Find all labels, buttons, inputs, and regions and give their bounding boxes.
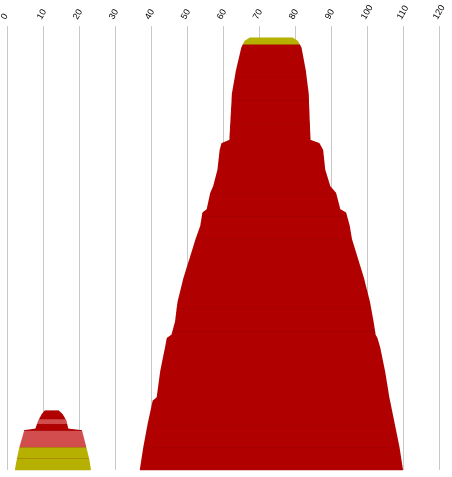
- shape-2: [14, 410, 91, 471]
- band-1-3: [147, 400, 395, 425]
- x-tick-label: 110: [395, 4, 411, 21]
- band-1-5: [159, 354, 387, 378]
- band-1-13: [210, 169, 337, 194]
- band-2-4: [24, 423, 82, 431]
- band-2-6: [38, 410, 66, 420]
- x-tick-label: 10: [35, 7, 49, 21]
- band-1-1: [139, 446, 404, 471]
- x-tick-label: 80: [287, 7, 301, 21]
- band-2-1: [14, 458, 91, 471]
- band-1-14: [217, 146, 326, 170]
- x-tick-label: 70: [251, 7, 265, 21]
- shapes: [14, 37, 404, 471]
- x-axis-ticks: 0 10 20 30 40 50 60 70 80 90 100 110 120: [0, 3, 447, 21]
- band-1-17: [231, 77, 309, 101]
- band-1-2: [143, 423, 400, 448]
- x-tick-label: 20: [71, 7, 85, 21]
- band-1-6: [163, 331, 382, 355]
- band-1-8: [176, 284, 372, 309]
- band-1-11: [195, 215, 352, 240]
- x-tick-label: 120: [431, 3, 447, 21]
- shape-1: [139, 37, 404, 471]
- band-1-20: [242, 37, 300, 45]
- band-1-18: [234, 53, 307, 78]
- band-1-9: [181, 261, 366, 286]
- band-1-15: [220, 123, 322, 147]
- x-tick-label: 0: [0, 12, 10, 21]
- band-1-7: [172, 308, 376, 332]
- x-tick-label: 40: [143, 7, 157, 21]
- band-1-4: [152, 377, 391, 401]
- x-tick-label: 30: [107, 7, 121, 21]
- band-2-2: [16, 446, 90, 459]
- x-tick-label: 60: [215, 7, 229, 21]
- band-1-16: [230, 100, 310, 124]
- band-1-10: [188, 238, 360, 263]
- band-1-19: [239, 44, 303, 55]
- band-2-3: [19, 430, 87, 448]
- band-1-12: [201, 192, 348, 217]
- x-tick-label: 90: [323, 7, 337, 21]
- x-tick-label: 50: [179, 7, 193, 21]
- band-2-5: [36, 418, 68, 425]
- x-tick-label: 100: [359, 3, 375, 21]
